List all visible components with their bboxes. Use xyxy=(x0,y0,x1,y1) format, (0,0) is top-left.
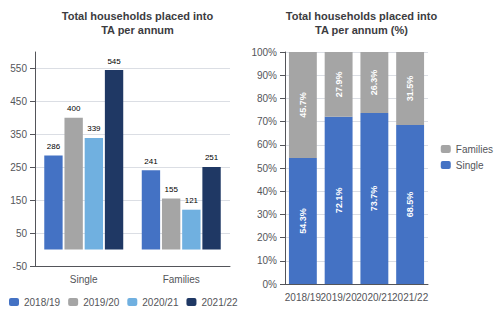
svg-text:TA per annum: TA per annum xyxy=(101,24,174,36)
svg-text:31.5%: 31.5% xyxy=(405,76,415,102)
svg-text:Families: Families xyxy=(456,144,493,155)
svg-text:Single: Single xyxy=(70,274,98,285)
svg-text:10%: 10% xyxy=(257,255,277,266)
svg-text:68.5%: 68.5% xyxy=(405,192,415,218)
svg-text:155: 155 xyxy=(164,185,178,194)
svg-text:0%: 0% xyxy=(263,279,278,290)
svg-text:40%: 40% xyxy=(257,186,277,197)
svg-text:54.3%: 54.3% xyxy=(298,208,308,234)
svg-text:Single: Single xyxy=(456,160,484,171)
svg-text:60%: 60% xyxy=(257,139,277,150)
svg-text:2019/20: 2019/20 xyxy=(321,292,358,303)
svg-text:100%: 100% xyxy=(251,47,277,58)
svg-text:80%: 80% xyxy=(257,93,277,104)
svg-text:Families: Families xyxy=(163,274,200,285)
svg-text:90%: 90% xyxy=(257,70,277,81)
svg-text:241: 241 xyxy=(144,157,158,166)
svg-text:400: 400 xyxy=(67,104,81,113)
svg-text:-50: -50 xyxy=(13,261,28,272)
svg-text:45.7%: 45.7% xyxy=(298,92,308,118)
svg-text:26.3%: 26.3% xyxy=(369,70,379,96)
svg-text:121: 121 xyxy=(185,196,199,205)
svg-text:550: 550 xyxy=(10,63,27,74)
svg-text:2021/22: 2021/22 xyxy=(201,297,238,308)
svg-text:27.9%: 27.9% xyxy=(334,72,344,98)
svg-text:50%: 50% xyxy=(257,163,277,174)
svg-text:30%: 30% xyxy=(257,209,277,220)
svg-text:2018/19: 2018/19 xyxy=(285,292,322,303)
svg-text:70%: 70% xyxy=(257,116,277,127)
svg-text:350: 350 xyxy=(10,129,27,140)
svg-text:20%: 20% xyxy=(257,232,277,243)
svg-text:251: 251 xyxy=(205,153,219,162)
svg-text:73.7%: 73.7% xyxy=(369,186,379,212)
svg-text:2019/20: 2019/20 xyxy=(83,297,120,308)
svg-text:50: 50 xyxy=(16,228,28,239)
svg-text:TA per annum (%): TA per annum (%) xyxy=(315,24,408,36)
svg-text:286: 286 xyxy=(47,142,61,151)
svg-text:250: 250 xyxy=(10,162,27,173)
svg-text:545: 545 xyxy=(107,57,121,66)
svg-text:Total households placed into: Total households placed into xyxy=(62,10,214,22)
svg-text:72.1%: 72.1% xyxy=(334,188,344,214)
svg-text:339: 339 xyxy=(87,124,101,133)
svg-text:450: 450 xyxy=(10,96,27,107)
svg-text:Total households placed into: Total households placed into xyxy=(286,10,438,22)
svg-text:2020/21: 2020/21 xyxy=(142,297,179,308)
svg-text:2018/19: 2018/19 xyxy=(24,297,61,308)
svg-text:2020/21: 2020/21 xyxy=(356,292,393,303)
svg-text:150: 150 xyxy=(10,195,27,206)
svg-text:2021/22: 2021/22 xyxy=(392,292,429,303)
